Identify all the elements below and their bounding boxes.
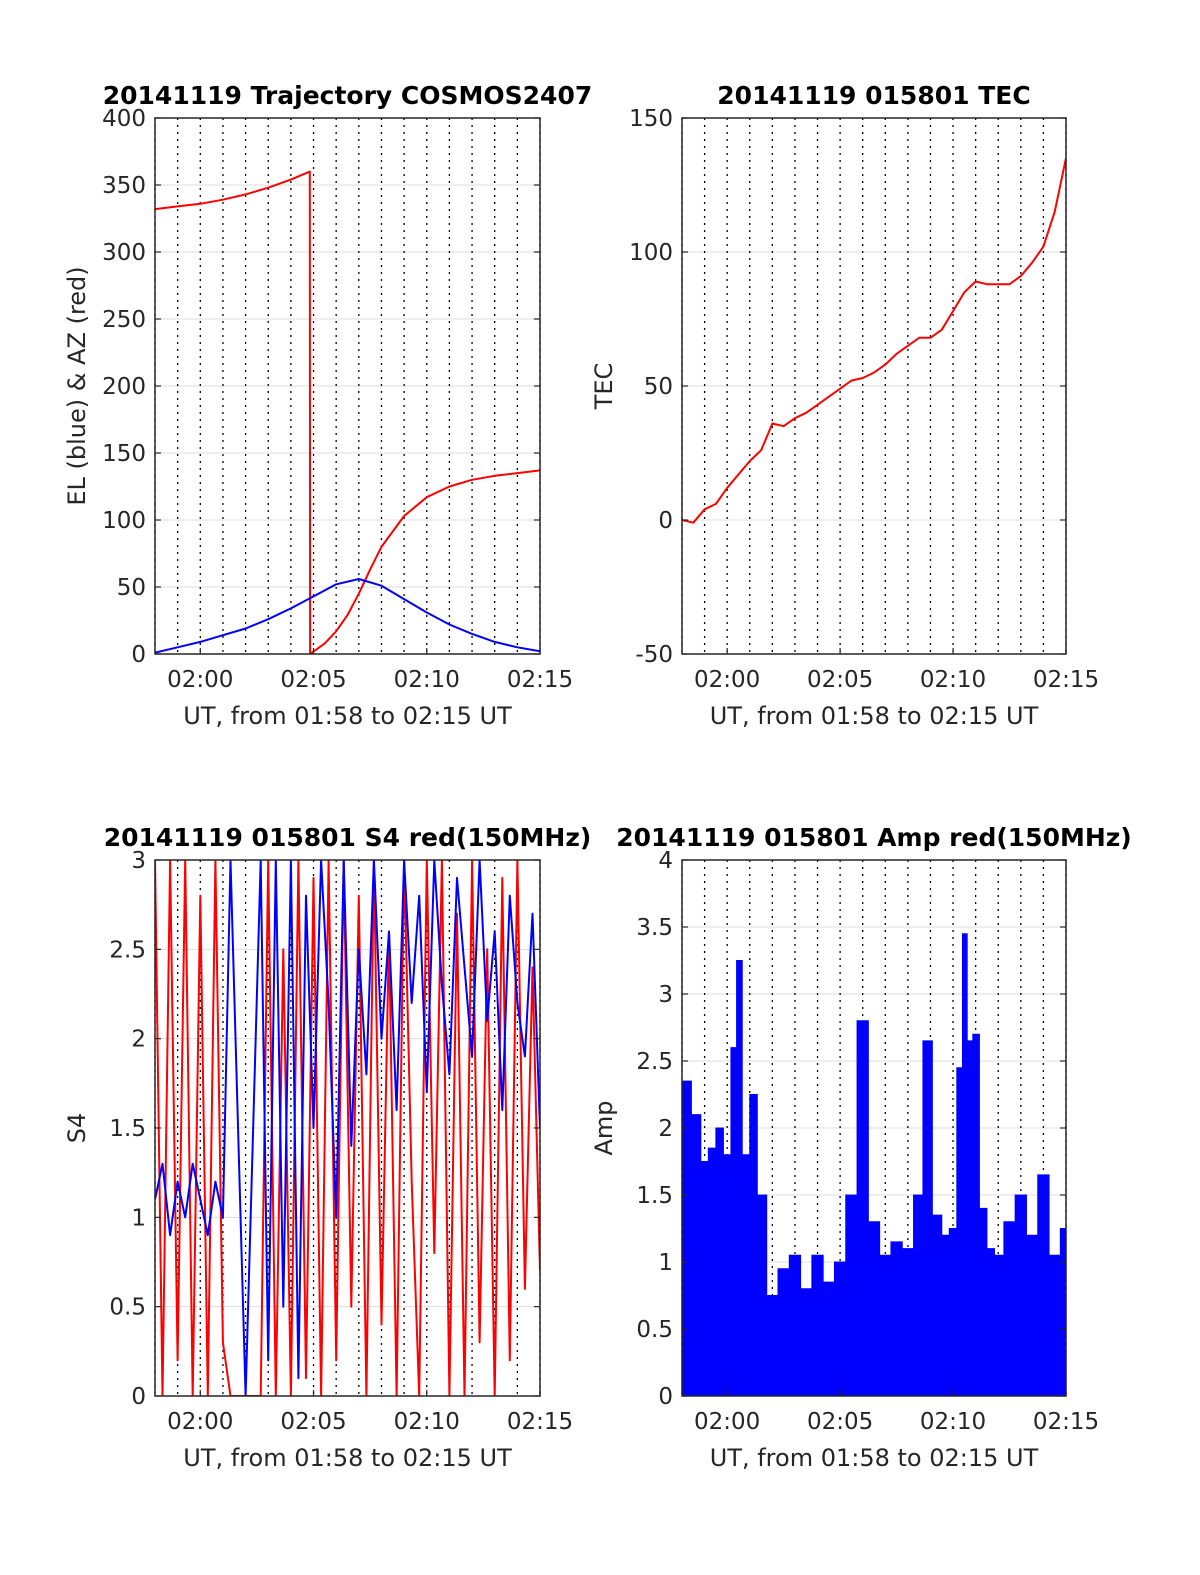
x-tick-label: 02:00	[694, 667, 760, 693]
series-line-1	[155, 170, 540, 654]
y-tick-label: 0	[658, 1384, 673, 1410]
x-tick-label: 02:00	[167, 667, 233, 693]
x-tick-label: 02:05	[807, 1409, 873, 1435]
y-tick-label: 0.5	[636, 1317, 673, 1343]
y-tick-label: 1.5	[636, 1183, 673, 1209]
y-tick-label: 100	[102, 508, 146, 534]
y-tick-label: 1	[658, 1250, 673, 1276]
y-axis-label: EL (blue) & AZ (red)	[63, 266, 91, 505]
chart-panel-3: 0 0.5 1 1.5 2 2.5 3 02:00 02:05 02:10 02:15 2014111…	[63, 823, 591, 1472]
y-tick-label: 150	[629, 106, 673, 132]
x-axis-label: UT, from 01:58 to 02:15 UT	[710, 1444, 1039, 1472]
y-tick-label: 1.5	[109, 1116, 146, 1142]
series-line-2	[155, 578, 540, 654]
y-tick-label: 300	[102, 240, 146, 266]
x-tick-label: 02:15	[507, 667, 573, 693]
amp-series	[682, 933, 1066, 1396]
x-tick-label: 02:00	[167, 1409, 233, 1435]
chart-title: 20141119 015801 Amp red(150MHz)	[616, 823, 1132, 852]
x-tick-label: 02:15	[507, 1409, 573, 1435]
y-tick-label: 400	[102, 106, 146, 132]
series-line-1	[682, 157, 1066, 524]
y-tick-label: 100	[629, 240, 673, 266]
x-tick-label: 02:05	[280, 667, 346, 693]
y-tick-label: -50	[635, 642, 673, 668]
y-tick-label: 3.5	[636, 915, 673, 941]
chart-title: 20141119 015801 TEC	[717, 81, 1030, 110]
y-tick-label: 150	[102, 441, 146, 467]
y-tick-label: 4	[658, 848, 673, 874]
chart-panel-4: 0 0.5 1 1.5 2 2.5 3 3.5 4 02:00 02:05 02:10 02:15 201…	[590, 823, 1132, 1472]
chart-panel-2: -50 0 50 100 150 02:00 02:05 02:10 02:15 20141119…	[590, 81, 1099, 730]
chart-title: 20141119 015801 S4 red(150MHz)	[104, 823, 592, 852]
y-tick-label: 0	[131, 642, 146, 668]
y-axis-label: S4	[63, 1113, 91, 1144]
x-tick-label: 02:10	[920, 1409, 986, 1435]
chart-panel-1: 0 50 100 150 200 250 300 350 400 02:00 02:05 02:10 0…	[63, 81, 592, 730]
y-tick-label: 2.5	[109, 937, 146, 963]
x-tick-label: 02:15	[1033, 1409, 1099, 1435]
y-tick-label: 2.5	[636, 1049, 673, 1075]
y-tick-label: 0	[658, 508, 673, 534]
y-tick-label: 0.5	[109, 1295, 146, 1321]
y-tick-label: 2	[131, 1027, 146, 1053]
x-axis-label: UT, from 01:58 to 02:15 UT	[183, 1444, 512, 1472]
y-tick-label: 50	[644, 374, 673, 400]
series-line-2	[155, 860, 540, 1396]
series-line-1	[155, 860, 540, 1396]
x-tick-label: 02:00	[694, 1409, 760, 1435]
y-tick-label: 50	[117, 575, 146, 601]
y-tick-label: 200	[102, 374, 146, 400]
x-tick-label: 02:05	[807, 667, 873, 693]
y-axis-label: TEC	[590, 363, 618, 411]
x-tick-label: 02:10	[394, 1409, 460, 1435]
x-tick-label: 02:10	[920, 667, 986, 693]
y-tick-label: 250	[102, 307, 146, 333]
x-tick-label: 02:15	[1033, 667, 1099, 693]
y-tick-label: 1	[131, 1205, 146, 1231]
x-axis-label: UT, from 01:58 to 02:15 UT	[710, 702, 1039, 730]
x-tick-label: 02:10	[394, 667, 460, 693]
x-tick-label: 02:05	[280, 1409, 346, 1435]
y-tick-label: 0	[131, 1384, 146, 1410]
y-tick-label: 3	[131, 848, 146, 874]
chart-title: 20141119 Trajectory COSMOS2407	[103, 81, 593, 110]
y-tick-label: 350	[102, 173, 146, 199]
y-tick-label: 3	[658, 982, 673, 1008]
y-tick-label: 2	[658, 1116, 673, 1142]
x-axis-label: UT, from 01:58 to 02:15 UT	[183, 702, 512, 730]
y-axis-label: Amp	[590, 1100, 618, 1155]
